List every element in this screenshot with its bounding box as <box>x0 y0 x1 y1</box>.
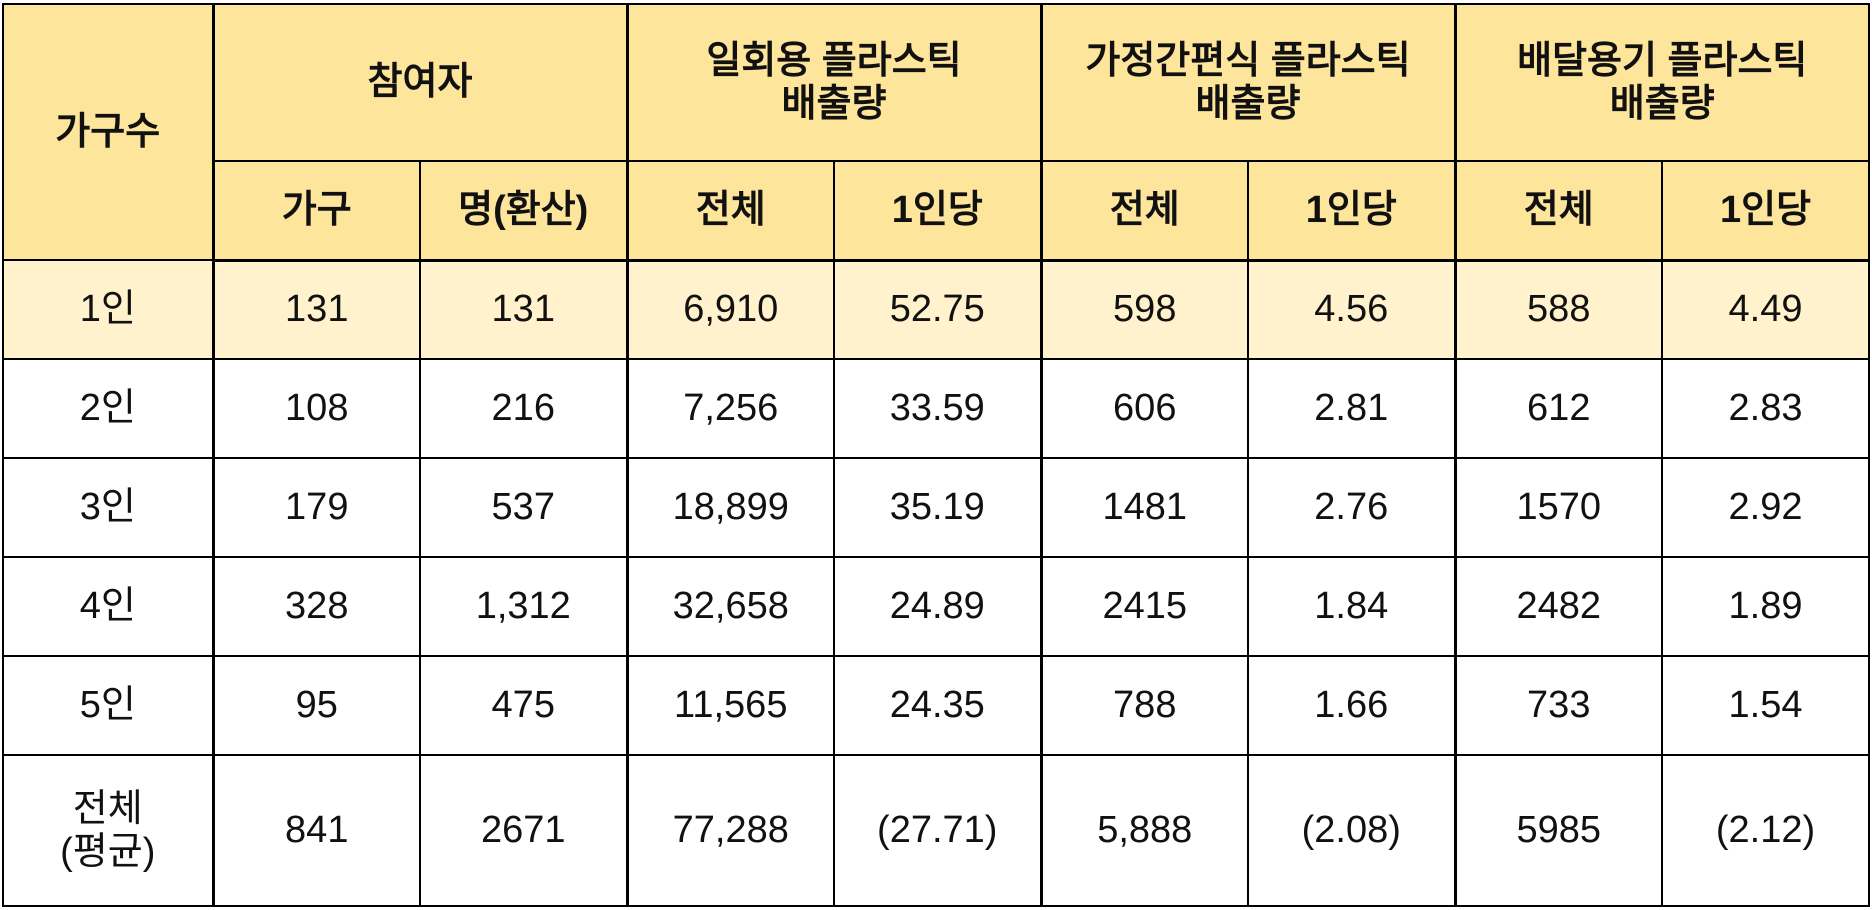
group-header: 배달용기 플라스틱 배출량 <box>1453 3 1870 162</box>
group-header: 가정간편식 플라스틱 배출량 <box>1039 3 1456 162</box>
cell: 1570 <box>1453 457 1663 558</box>
row-header: 전체 (평균) <box>2 754 214 907</box>
data-table: 가구수 참여자 일회용 플라스틱 배출량 가정간편식 플라스틱 배출량 배달용기 플라스… <box>2 3 1870 907</box>
cell: 11,565 <box>625 655 835 756</box>
cell: 733 <box>1453 655 1663 756</box>
cell: 95 <box>211 655 421 756</box>
cell: 598 <box>1039 259 1249 360</box>
cell: 35.19 <box>833 457 1042 558</box>
cell: 841 <box>211 754 421 907</box>
data-row: 3인 179 537 18,899 35.19 1481 2.76 1570 2.92 <box>2 457 1870 558</box>
cell: 588 <box>1453 259 1663 360</box>
cell: 2671 <box>419 754 628 907</box>
cell: 475 <box>419 655 628 756</box>
cell: 18,899 <box>625 457 835 558</box>
cell: 2482 <box>1453 556 1663 657</box>
cell: 2.92 <box>1661 457 1870 558</box>
row-header: 1인 <box>2 259 214 360</box>
subheader: 명(환산) <box>419 160 628 262</box>
subheader: 1인당 <box>1247 160 1456 262</box>
cell: 537 <box>419 457 628 558</box>
cell: 4.49 <box>1661 259 1870 360</box>
subheader: 전체 <box>1039 160 1249 262</box>
data-row: 4인 328 1,312 32,658 24.89 2415 1.84 2482 1.89 <box>2 556 1870 657</box>
data-row: 2인 108 216 7,256 33.59 606 2.81 612 2.83 <box>2 358 1870 459</box>
cell: 612 <box>1453 358 1663 459</box>
data-row: 5인 95 475 11,565 24.35 788 1.66 733 1.54 <box>2 655 1870 756</box>
data-row: 전체 (평균) 841 2671 77,288 (27.71) 5,888 (2.08) 59… <box>2 754 1870 907</box>
cell: 1481 <box>1039 457 1249 558</box>
row-header: 2인 <box>2 358 214 459</box>
row-header: 4인 <box>2 556 214 657</box>
cell: (2.08) <box>1247 754 1456 907</box>
cell: 24.35 <box>833 655 1042 756</box>
table-body: 가구수 참여자 일회용 플라스틱 배출량 가정간편식 플라스틱 배출량 배달용기 플라스… <box>2 3 1870 907</box>
cell: 32,658 <box>625 556 835 657</box>
cell: 2.81 <box>1247 358 1456 459</box>
cell: 108 <box>211 358 421 459</box>
cell: 131 <box>419 259 628 360</box>
cell: 5,888 <box>1039 754 1249 907</box>
cell: 179 <box>211 457 421 558</box>
cell: 4.56 <box>1247 259 1456 360</box>
cell: 52.75 <box>833 259 1042 360</box>
cell: (27.71) <box>833 754 1042 907</box>
cell: 216 <box>419 358 628 459</box>
corner-header: 가구수 <box>2 3 214 261</box>
cell: 7,256 <box>625 358 835 459</box>
cell: 2.76 <box>1247 457 1456 558</box>
cell: 24.89 <box>833 556 1042 657</box>
cell: 1,312 <box>419 556 628 657</box>
cell: 77,288 <box>625 754 835 907</box>
group-header: 일회용 플라스틱 배출량 <box>625 3 1042 162</box>
cell: 328 <box>211 556 421 657</box>
cell: 2.83 <box>1661 358 1870 459</box>
row-header: 5인 <box>2 655 214 756</box>
subheader: 가구 <box>211 160 421 262</box>
cell: 606 <box>1039 358 1249 459</box>
cell: (2.12) <box>1661 754 1870 907</box>
cell: 788 <box>1039 655 1249 756</box>
header-row: 가구수 참여자 일회용 플라스틱 배출량 가정간편식 플라스틱 배출량 배달용기 플라스… <box>2 3 1870 261</box>
cell: 1.54 <box>1661 655 1870 756</box>
subheader: 1인당 <box>833 160 1042 262</box>
cell: 131 <box>211 259 421 360</box>
group-header: 참여자 <box>211 3 628 162</box>
data-row: 1인 131 131 6,910 52.75 598 4.56 588 4.49 <box>2 259 1870 360</box>
subheader: 1인당 <box>1661 160 1870 262</box>
cell: 33.59 <box>833 358 1042 459</box>
subheader: 전체 <box>625 160 835 262</box>
cell: 1.89 <box>1661 556 1870 657</box>
subheader: 전체 <box>1453 160 1663 262</box>
cell: 1.84 <box>1247 556 1456 657</box>
cell: 2415 <box>1039 556 1249 657</box>
cell: 6,910 <box>625 259 835 360</box>
cell: 1.66 <box>1247 655 1456 756</box>
row-header: 3인 <box>2 457 214 558</box>
cell: 5985 <box>1453 754 1663 907</box>
subheader-row: 가구 명(환산) 전체 1인당 전체 1인당 전체 1인당 <box>3 160 1870 262</box>
